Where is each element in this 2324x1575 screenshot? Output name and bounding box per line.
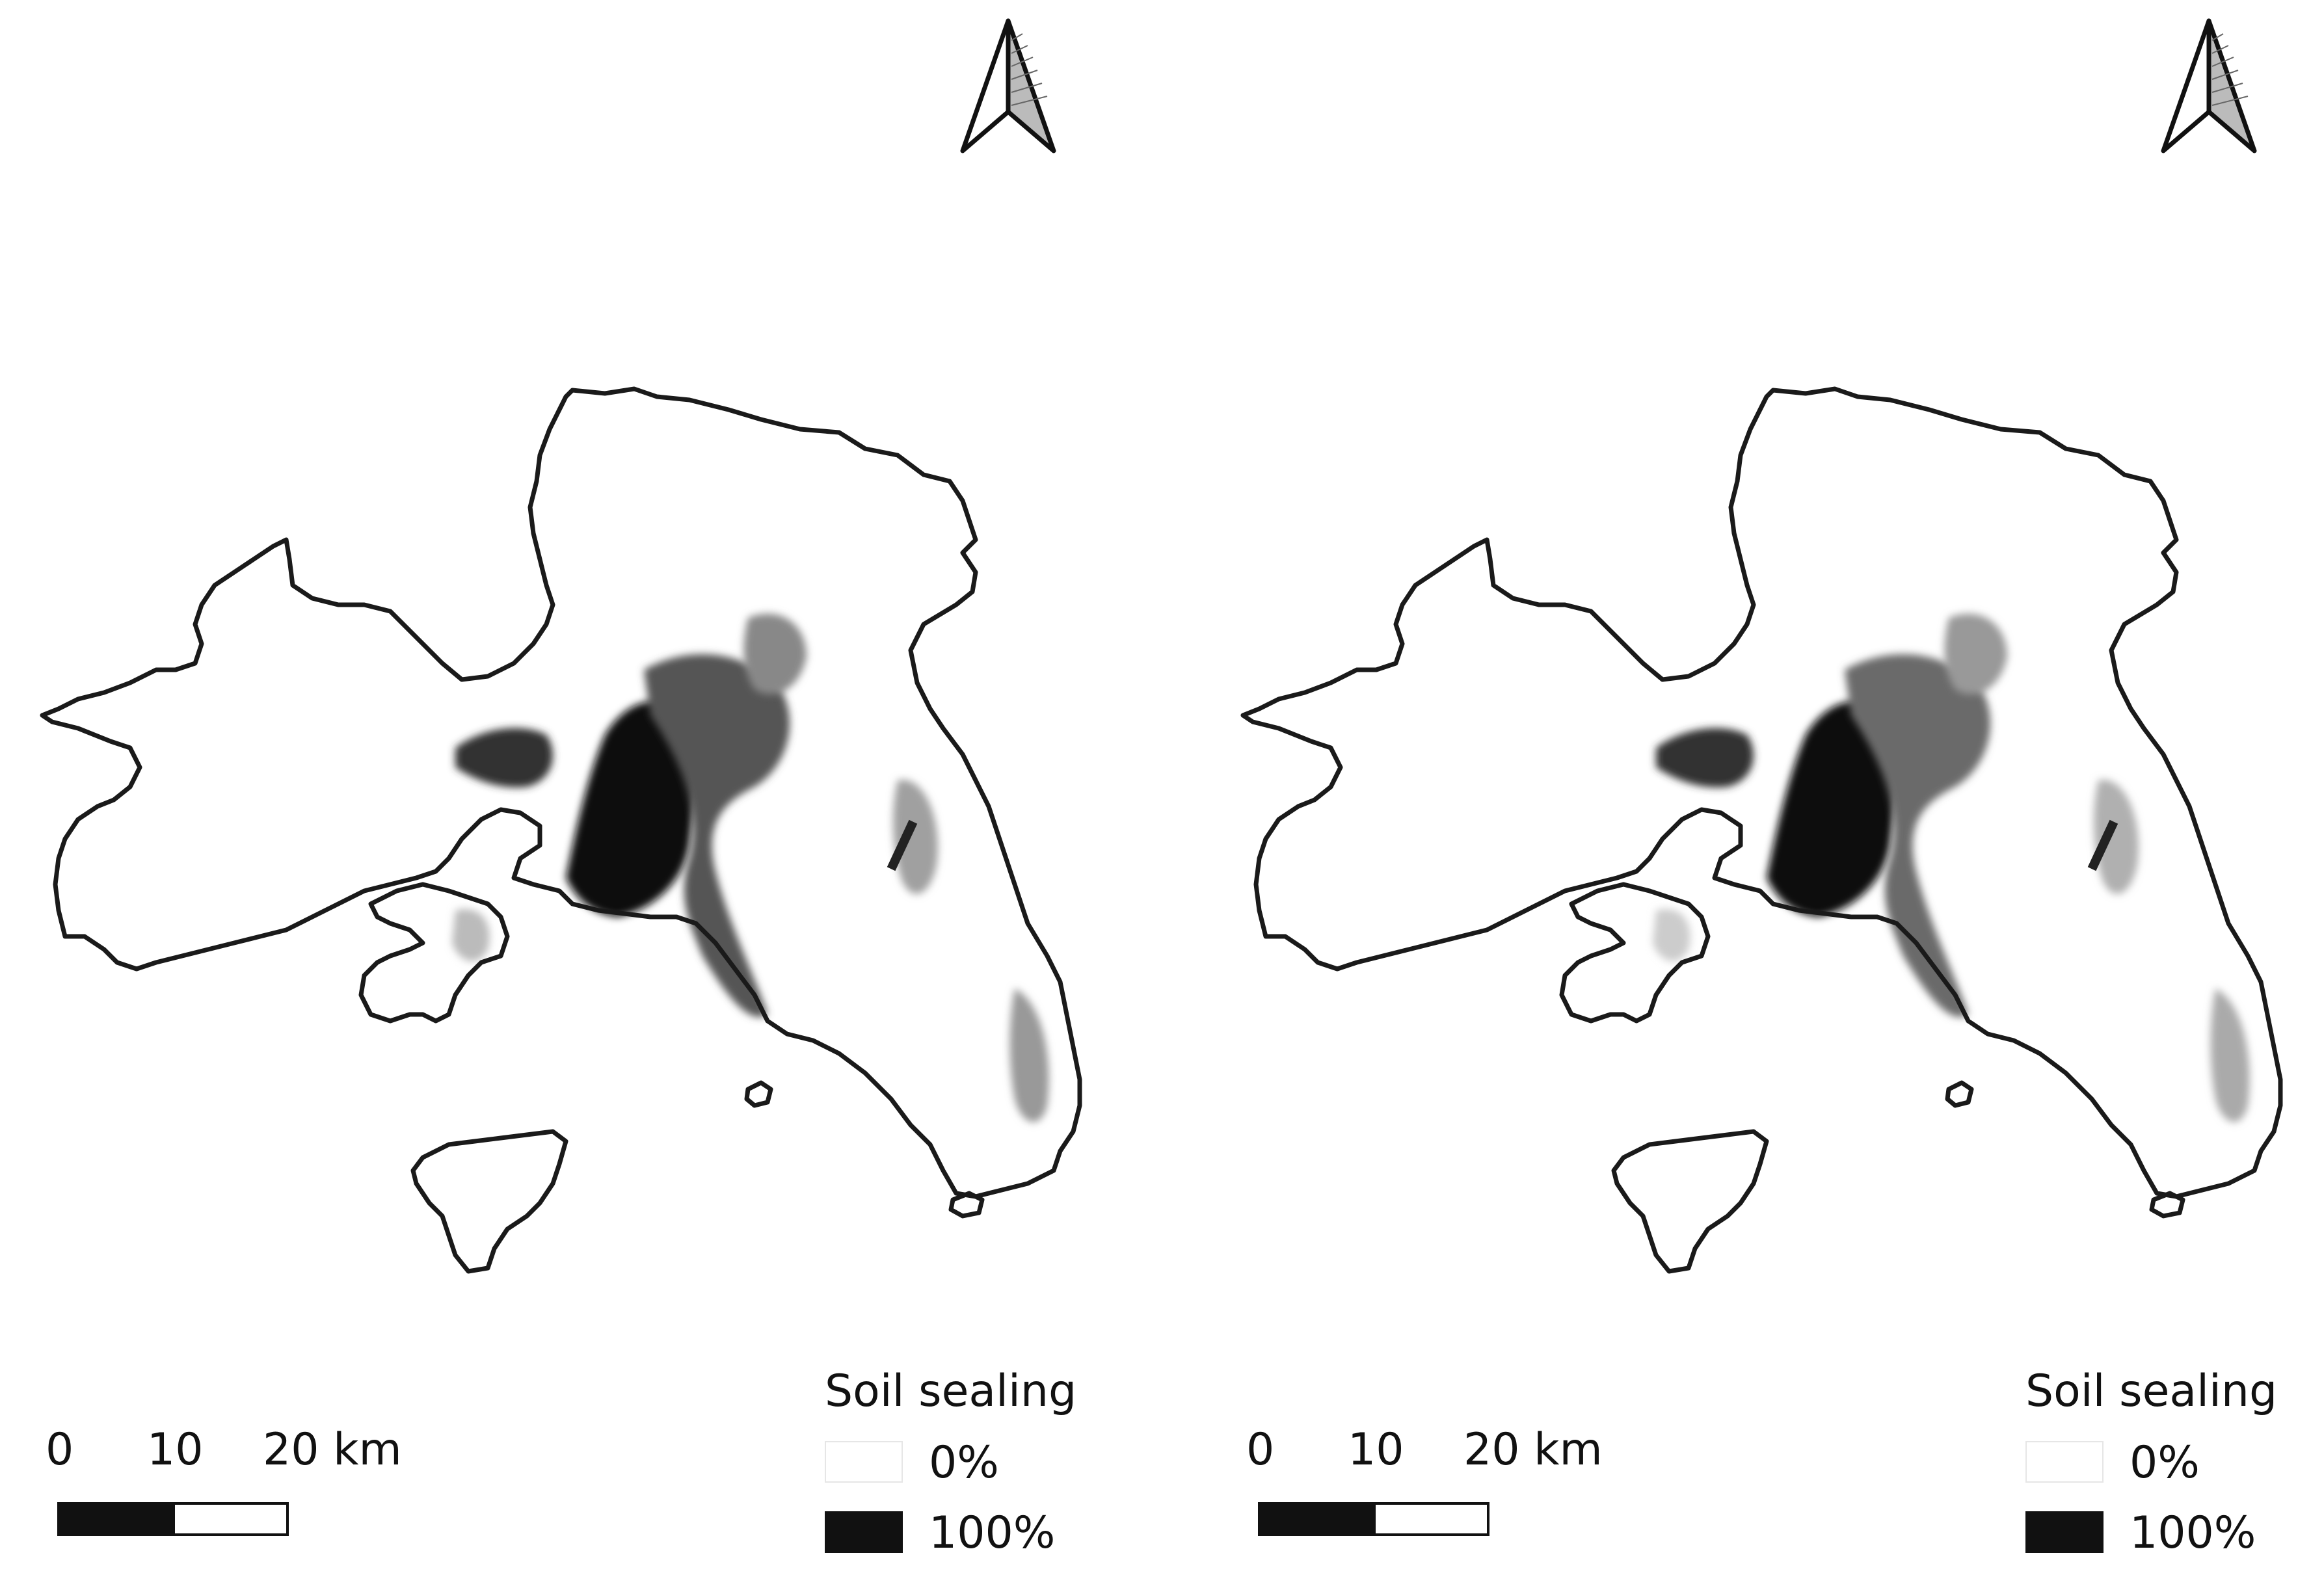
scalebar-label-10: 10 <box>147 1424 204 1476</box>
urban-north-spread <box>743 613 807 695</box>
legend-title: Soil sealing <box>2025 1366 2278 1417</box>
scalebar-labels: 0 10 20 km <box>46 1424 436 1476</box>
boundary-lines <box>40 386 1082 1274</box>
map-canvas <box>1240 386 2283 1274</box>
legend-item-0pct: 0% <box>825 1436 1111 1489</box>
urban-core-dark <box>566 701 696 917</box>
scalebar-segment-white <box>173 1505 286 1533</box>
legend-swatch-white <box>2025 1441 2104 1483</box>
attica-mainland-boundary <box>1240 386 2283 1199</box>
legend: Soil sealing 0% 100% <box>825 1364 1124 1572</box>
scalebar-labels: 0 10 20 km <box>1246 1424 1636 1476</box>
soil-sealing-raster <box>452 613 1049 1122</box>
urban-mid-gray <box>644 654 790 1017</box>
map-panel-left: 0 10 20 km Soil sealing 0% 100% <box>40 14 1124 1572</box>
urban-southeast-light <box>2210 988 2250 1122</box>
boundary-lines <box>1240 386 2283 1274</box>
scalebar <box>1258 1502 1489 1536</box>
scalebar-label-20: 20 km <box>1463 1424 1603 1476</box>
urban-west-cluster <box>1656 728 1754 788</box>
salamina-boundary <box>358 882 510 1024</box>
islet-boundary-1 <box>1945 1080 1974 1108</box>
scalebar-segment-black <box>60 1505 173 1533</box>
aegina-boundary <box>410 1129 568 1274</box>
legend-item-0pct: 0% <box>2025 1436 2312 1489</box>
soil-sealing-raster <box>1653 613 2250 1122</box>
map-panel-right: 0 10 20 km Soil sealing 0% 100% <box>1201 0 2324 1575</box>
urban-east-light <box>893 780 938 894</box>
aegina-boundary <box>1611 1129 1769 1274</box>
urban-mid-gray <box>1845 654 1991 1017</box>
legend: Soil sealing 0% 100% <box>2025 1364 2324 1572</box>
legend-label: 100% <box>929 1507 1056 1559</box>
legend-label: 0% <box>2130 1437 2200 1489</box>
attica-mainland-boundary <box>40 386 1082 1199</box>
legend-item-100pct: 100% <box>825 1506 1111 1559</box>
legend-swatch-black <box>2025 1511 2104 1553</box>
north-arrow-icon <box>2150 14 2267 157</box>
salamina-light <box>452 909 490 962</box>
scalebar-label-0: 0 <box>1246 1424 1275 1476</box>
urban-west-cluster <box>455 728 553 788</box>
legend-label: 100% <box>2130 1507 2256 1559</box>
urban-core-dark <box>1767 701 1897 917</box>
airport-strip <box>2087 819 2118 871</box>
north-arrow-icon <box>950 14 1067 157</box>
salamina-light <box>1653 909 1690 962</box>
legend-swatch-white <box>825 1441 903 1483</box>
map-canvas <box>40 386 1082 1274</box>
urban-north-spread <box>1944 613 2007 695</box>
islet-boundary-1 <box>744 1080 773 1108</box>
scalebar-label-10: 10 <box>1348 1424 1404 1476</box>
scalebar-label-20: 20 km <box>263 1424 402 1476</box>
scalebar <box>57 1502 289 1536</box>
islet-boundary-2 <box>948 1191 985 1219</box>
scalebar-segment-white <box>1374 1505 1487 1533</box>
urban-southeast-light <box>1009 988 1049 1122</box>
legend-title: Soil sealing <box>825 1366 1077 1417</box>
salamina-boundary <box>1559 882 1711 1024</box>
legend-label: 0% <box>929 1437 999 1489</box>
scalebar-label-0: 0 <box>46 1424 74 1476</box>
urban-east-light <box>2094 780 2139 894</box>
airport-strip <box>887 819 918 871</box>
legend-item-100pct: 100% <box>2025 1506 2312 1559</box>
legend-swatch-black <box>825 1511 903 1553</box>
scalebar-segment-black <box>1261 1505 1374 1533</box>
islet-boundary-2 <box>2149 1191 2185 1219</box>
